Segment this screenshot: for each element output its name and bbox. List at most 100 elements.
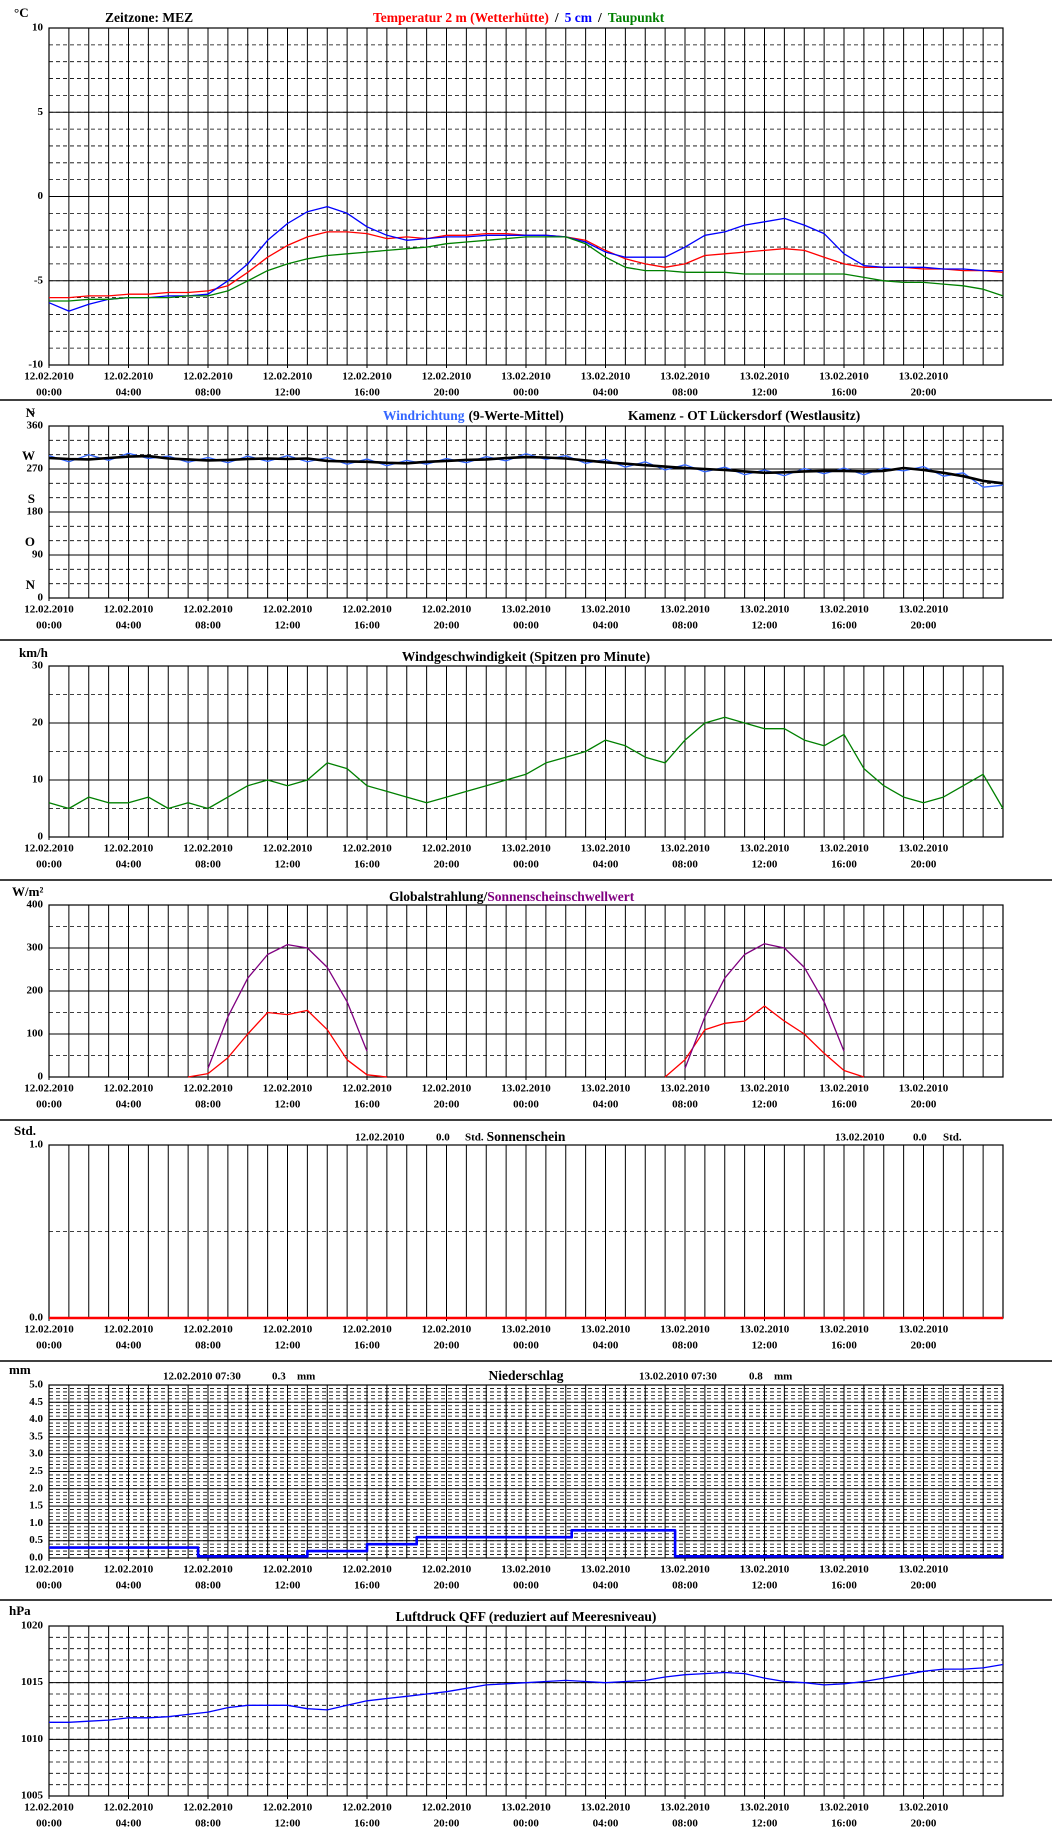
x-tick-time: 16:00 [831,1099,857,1111]
x-tick-time: 04:00 [116,1340,142,1352]
y-tick-label: 1010 [21,1733,44,1745]
x-tick-time: 20:00 [911,1818,937,1830]
series-line [49,236,1004,302]
annotation: 12.02.2010 [355,1132,405,1144]
y-tick-label: 30 [32,660,44,672]
x-tick-time: 20:00 [911,1099,937,1111]
series-line [48,452,1004,488]
chart-title: Globalstrahlung/Sonnenscheinschwellwert [389,889,635,904]
x-tick-date: 13.02.2010 [581,1083,631,1095]
annotation: 0.3 [272,1371,286,1383]
x-tick-time: 16:00 [354,1340,380,1352]
x-tick-date: 12.02.2010 [263,1564,313,1576]
x-tick-time: 08:00 [672,859,698,871]
x-tick-time: 12:00 [752,1340,778,1352]
y-tick-label: 200 [27,985,44,997]
x-tick-time: 08:00 [195,1818,221,1830]
x-tick-date: 12.02.2010 [183,1802,233,1814]
x-tick-date: 12.02.2010 [183,371,233,383]
x-tick-date: 13.02.2010 [740,1324,790,1336]
x-tick-time: 12:00 [752,1818,778,1830]
x-tick-time: 12:00 [752,387,778,399]
x-tick-date: 13.02.2010 [740,1083,790,1095]
annotation: (9-Werte-Mittel) [469,408,564,423]
y-tick-label: 100 [27,1028,44,1040]
x-tick-time: 20:00 [434,1580,460,1592]
x-tick-date: 12.02.2010 [24,371,74,383]
x-tick-time: 08:00 [195,1099,221,1111]
x-tick-time: 00:00 [36,1580,62,1592]
chart-title: Niederschlag [489,1368,564,1383]
y-tick-label: 3.5 [29,1430,43,1442]
x-tick-date: 13.02.2010 [819,604,869,616]
x-tick-time: 08:00 [672,387,698,399]
annotation: 0.8 [749,1371,763,1383]
x-tick-date: 12.02.2010 [422,1083,472,1095]
x-tick-date: 12.02.2010 [24,843,74,855]
x-tick-time: 04:00 [593,387,619,399]
x-tick-time: 16:00 [354,1818,380,1830]
x-tick-time: 04:00 [116,387,142,399]
x-tick-date: 13.02.2010 [740,1802,790,1814]
annotation: Zeitzone: MEZ [105,10,193,25]
x-tick-time: 12:00 [752,1580,778,1592]
x-tick-date: 12.02.2010 [183,1564,233,1576]
y-tick-label: 10 [32,22,44,34]
x-tick-time: 04:00 [116,859,142,871]
y-tick-label: 0 [38,190,44,202]
panel: 0 10 20 30 12.02.2010 00:00 12.02.2010 04:00 12.… [19,645,1004,871]
x-tick-date: 13.02.2010 [660,1324,710,1336]
x-tick-time: 12:00 [275,620,301,632]
annotation: mm [297,1371,315,1383]
x-tick-date: 13.02.2010 [899,1802,949,1814]
series-line [49,1663,1004,1723]
x-tick-time: 08:00 [672,1580,698,1592]
x-tick-time: 00:00 [36,859,62,871]
x-tick-time: 04:00 [593,1580,619,1592]
x-tick-date: 12.02.2010 [422,1802,472,1814]
x-tick-time: 16:00 [831,620,857,632]
x-tick-time: 08:00 [195,859,221,871]
x-tick-time: 08:00 [195,620,221,632]
x-tick-time: 16:00 [831,1340,857,1352]
annotation: 0.0 [436,1132,450,1144]
x-tick-date: 12.02.2010 [422,1564,472,1576]
x-tick-date: 12.02.2010 [183,1083,233,1095]
y-axis-label: °C [14,5,29,20]
legend-entry: Temperatur 2 m (Wetterhütte) [373,10,549,25]
x-tick-date: 13.02.2010 [581,371,631,383]
x-tick-time: 12:00 [275,1580,301,1592]
chart-title: Sonnenschein [487,1129,566,1144]
x-tick-date: 13.02.2010 [899,843,949,855]
x-tick-date: 13.02.2010 [819,1324,869,1336]
x-tick-date: 13.02.2010 [501,843,551,855]
y-tick-label: 2.5 [29,1465,43,1477]
x-tick-date: 13.02.2010 [581,1324,631,1336]
y-tick-label: 5 [38,106,44,118]
y-tick-label: 3.0 [29,1448,43,1460]
x-tick-time: 00:00 [36,1340,62,1352]
x-tick-time: 20:00 [434,1818,460,1830]
x-tick-date: 12.02.2010 [24,1324,74,1336]
y-tick-label: 0 [38,1071,44,1083]
series-line [48,454,1004,485]
x-tick-time: 08:00 [672,1818,698,1830]
legend-entry: Globalstrahlung/ [389,889,488,904]
x-tick-date: 13.02.2010 [899,604,949,616]
chart-title: Windrichtung (9-Werte-Mittel) [383,408,564,423]
annotation: Std. [943,1132,962,1144]
x-tick-time: 12:00 [275,1099,301,1111]
x-tick-date: 13.02.2010 [819,1564,869,1576]
y-tick-label: 270 [27,463,44,475]
x-tick-date: 13.02.2010 [581,604,631,616]
x-tick-date: 13.02.2010 [581,1564,631,1576]
x-tick-time: 16:00 [354,387,380,399]
legend-entry: 5 cm [565,10,593,25]
x-tick-time: 04:00 [593,1099,619,1111]
x-tick-date: 12.02.2010 [422,371,472,383]
x-tick-time: 20:00 [911,1580,937,1592]
x-tick-date: 12.02.2010 [104,1802,154,1814]
compass-label: O [25,534,35,549]
x-tick-date: 13.02.2010 [660,843,710,855]
x-tick-date: 13.02.2010 [501,1802,551,1814]
